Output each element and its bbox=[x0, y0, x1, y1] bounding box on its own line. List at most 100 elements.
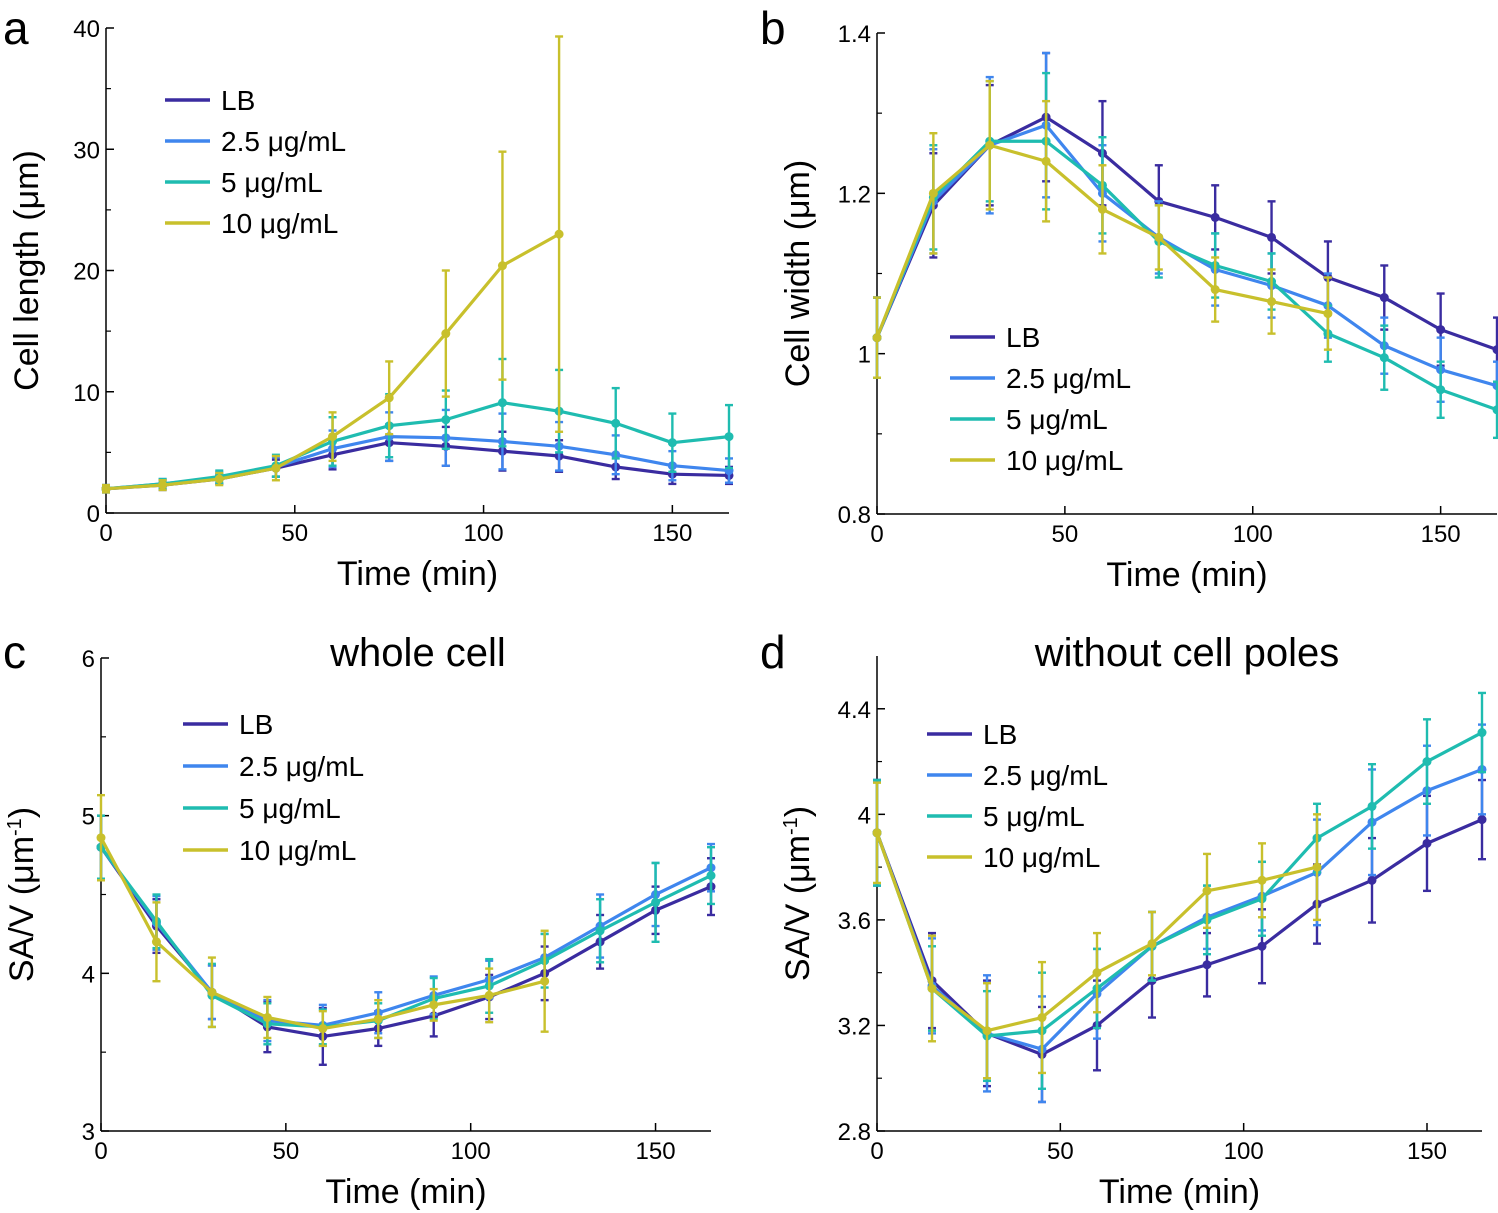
data-point bbox=[441, 329, 451, 339]
series-b-10 bbox=[872, 79, 1333, 379]
series-line bbox=[99, 846, 712, 1029]
legend-label: 10 μg/mL bbox=[239, 835, 356, 866]
data-point bbox=[1147, 939, 1157, 949]
x-tick-label-d: 0 bbox=[870, 1138, 883, 1165]
legend-label: LB bbox=[239, 709, 273, 740]
data-point bbox=[271, 463, 281, 473]
data-point bbox=[1202, 960, 1212, 970]
y-tick-label-a: 10 bbox=[73, 380, 100, 407]
data-point bbox=[928, 188, 938, 198]
panel-c: c whole cell 0 50 100 150 3 4 5 6 Time (min) SA/V (… bbox=[3, 626, 716, 1211]
series-d-2.5 bbox=[872, 723, 1487, 1104]
data-point bbox=[497, 261, 507, 271]
y-tick-label-c: 6 bbox=[82, 646, 95, 673]
series-d-LB bbox=[872, 778, 1487, 1104]
data-point bbox=[214, 474, 224, 484]
chart-title-c: whole cell bbox=[329, 631, 506, 675]
legend-label: LB bbox=[221, 85, 255, 116]
data-point bbox=[151, 937, 161, 947]
panel-letter-c: c bbox=[3, 626, 26, 678]
data-point bbox=[101, 484, 111, 494]
data-point bbox=[872, 333, 882, 343]
series-b-LB bbox=[872, 51, 1498, 383]
data-point bbox=[96, 833, 106, 843]
y-tick-label-b: 1.2 bbox=[838, 181, 871, 208]
y-axis-label-c: SA/V (μm-1) bbox=[3, 807, 41, 982]
data-point bbox=[1257, 875, 1267, 885]
x-axis-label-d: Time (min) bbox=[1099, 1173, 1260, 1211]
y-axis-label-b: Cell width (μm) bbox=[779, 160, 817, 387]
x-tick-label-c: 0 bbox=[94, 1138, 107, 1165]
series-c-10 bbox=[96, 793, 550, 1048]
series-b-2.5 bbox=[872, 51, 1498, 411]
data-point bbox=[1379, 353, 1389, 363]
data-point bbox=[318, 1024, 328, 1034]
data-point bbox=[1267, 297, 1277, 307]
y-axis-label-a: Cell length (μm) bbox=[8, 150, 46, 391]
data-point bbox=[441, 415, 451, 425]
panel-a: a 0 50 100 150 0 10 20 30 40 Time (min) Cell length… bbox=[3, 2, 734, 593]
legend-d: LB 2.5 μg/mL 5 μg/mL 10 μg/mL bbox=[927, 719, 1108, 873]
data-point bbox=[1210, 285, 1220, 295]
x-tick-label-b: 150 bbox=[1421, 521, 1461, 548]
y-tick-label-b: 1 bbox=[858, 342, 871, 369]
series-d-10 bbox=[872, 781, 1322, 1080]
y-tick-label-d: 2.8 bbox=[838, 1119, 871, 1146]
data-point bbox=[1477, 728, 1487, 738]
series-b-5 bbox=[872, 71, 1498, 440]
data-point bbox=[1477, 815, 1487, 825]
panel-letter-d: d bbox=[760, 626, 786, 678]
data-point bbox=[1367, 801, 1377, 811]
x-tick-label-b: 50 bbox=[1052, 521, 1079, 548]
series-line bbox=[875, 731, 1483, 1038]
data-point bbox=[872, 828, 882, 838]
legend-b: LB 2.5 μg/mL 5 μg/mL 10 μg/mL bbox=[950, 322, 1131, 476]
y-tick-label-d: 4.4 bbox=[838, 697, 871, 724]
x-tick-label-d: 150 bbox=[1407, 1138, 1447, 1165]
x-tick-label-a: 100 bbox=[464, 520, 504, 547]
chart-title-d: without cell poles bbox=[1034, 631, 1340, 675]
data-point bbox=[1492, 345, 1498, 355]
legend-label: 5 μg/mL bbox=[221, 167, 323, 198]
data-point bbox=[1202, 886, 1212, 896]
series-line bbox=[105, 401, 730, 491]
x-tick-label-c: 150 bbox=[636, 1138, 676, 1165]
data-point bbox=[982, 1026, 992, 1036]
x-tick-label-a: 50 bbox=[281, 520, 308, 547]
y-tick-label-a: 40 bbox=[73, 16, 100, 43]
data-point bbox=[1422, 757, 1432, 767]
data-point bbox=[1312, 862, 1322, 872]
y-tick-label-d: 4 bbox=[858, 802, 871, 829]
panel-letter-a: a bbox=[3, 2, 29, 54]
data-point bbox=[1323, 309, 1333, 319]
x-tick-label-b: 0 bbox=[870, 521, 883, 548]
x-axis-label-b: Time (min) bbox=[1106, 556, 1267, 594]
legend-label: 10 μg/mL bbox=[221, 208, 338, 239]
series-d-5 bbox=[872, 691, 1487, 1090]
y-tick-label-a: 30 bbox=[73, 137, 100, 164]
y-tick-label-b: 1.4 bbox=[838, 21, 871, 48]
y-tick-label-d: 3.6 bbox=[838, 908, 871, 935]
data-point bbox=[1436, 325, 1446, 335]
data-point bbox=[706, 871, 716, 881]
y-tick-label-b: 0.8 bbox=[838, 502, 871, 529]
legend-label: 2.5 μg/mL bbox=[1006, 363, 1131, 394]
data-point bbox=[373, 1014, 383, 1024]
panel-b: b 0 50 100 150 0.8 1 1.2 1.4 Time (min) Cell width… bbox=[760, 2, 1498, 594]
legend-c: LB 2.5 μg/mL 5 μg/mL 10 μg/mL bbox=[183, 709, 364, 866]
legend-label: 5 μg/mL bbox=[239, 793, 341, 824]
legend-label: 10 μg/mL bbox=[983, 842, 1100, 873]
y-axis-label-d: SA/V (μm-1) bbox=[779, 806, 817, 981]
data-point bbox=[595, 926, 605, 936]
x-tick-label-d: 50 bbox=[1047, 1138, 1074, 1165]
data-point bbox=[1092, 968, 1102, 978]
series-a-10 bbox=[101, 35, 564, 494]
x-tick-label-b: 100 bbox=[1233, 521, 1273, 548]
x-tick-label-a: 0 bbox=[99, 520, 112, 547]
data-point bbox=[1422, 838, 1432, 848]
data-point bbox=[1154, 232, 1164, 242]
series-line bbox=[99, 846, 712, 1027]
y-tick-label-c: 5 bbox=[82, 804, 95, 831]
data-point bbox=[1257, 941, 1267, 951]
